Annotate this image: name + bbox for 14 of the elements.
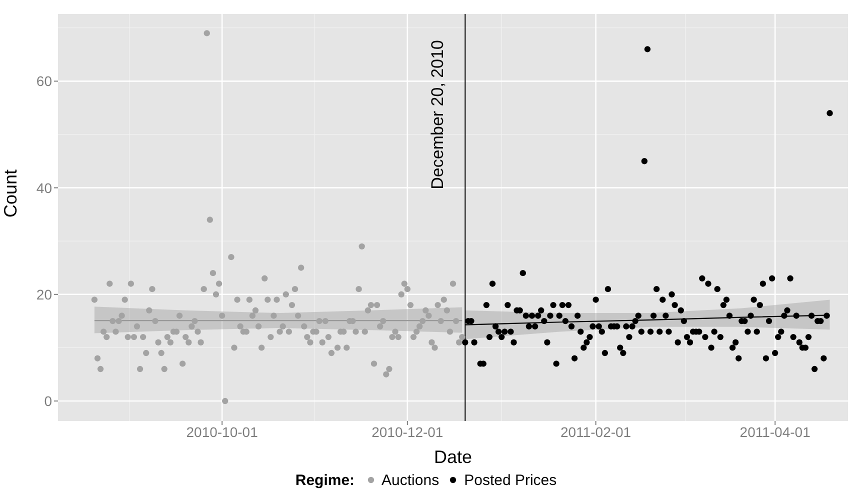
x-axis-title: Date bbox=[434, 447, 472, 467]
x-tick-label: 2011-04-01 bbox=[740, 424, 811, 440]
legend-title: Regime: bbox=[295, 472, 355, 488]
y-axis-title: Count bbox=[0, 169, 20, 218]
legend-label: Auctions bbox=[382, 472, 440, 488]
x-tick-label: 2010-10-01 bbox=[186, 424, 258, 440]
legend-label: Posted Prices bbox=[464, 472, 557, 488]
y-tick-label: 20 bbox=[36, 286, 52, 302]
x-tick-label: 2010-12-01 bbox=[372, 424, 444, 440]
y-tick-label: 40 bbox=[36, 180, 52, 196]
x-tick-label: 2011-02-01 bbox=[560, 424, 632, 440]
ref-line-label: December 20, 2010 bbox=[428, 40, 448, 190]
y-tick-label: 60 bbox=[36, 73, 52, 90]
y-tick-label: 0 bbox=[44, 392, 52, 409]
